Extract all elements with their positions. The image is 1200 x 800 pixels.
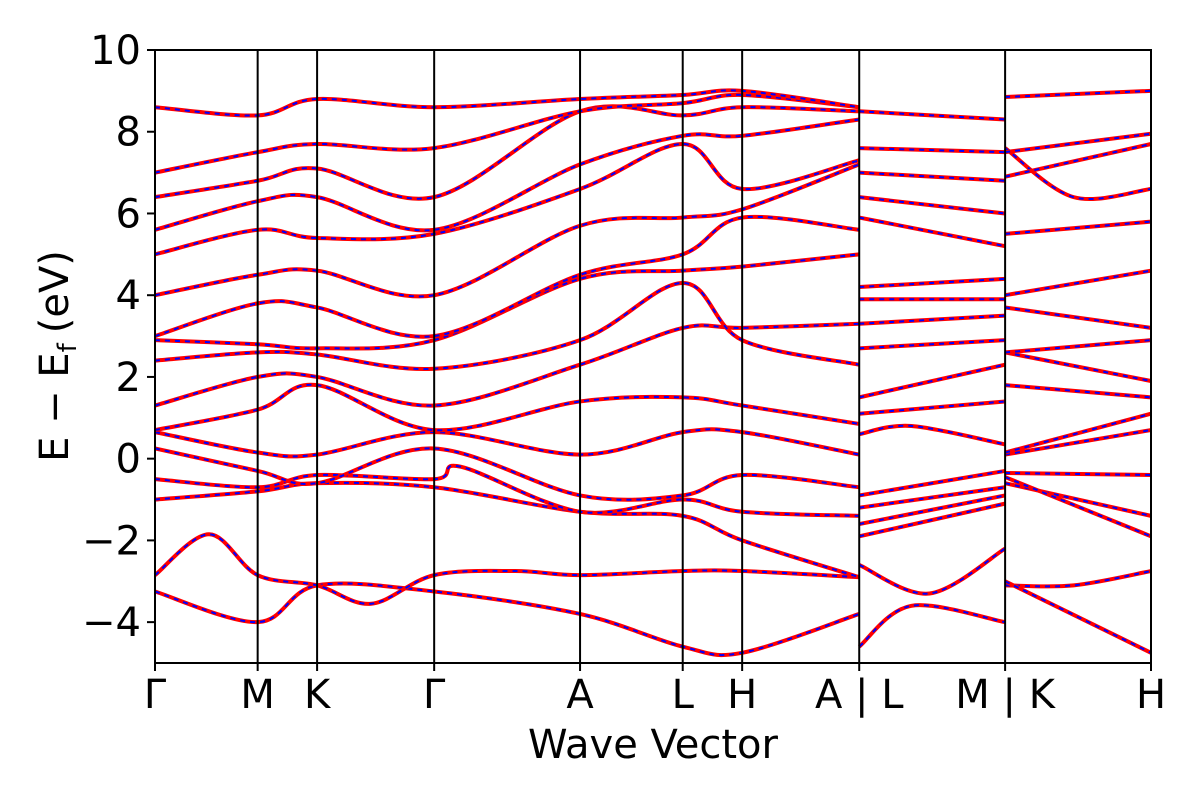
x-tick-label: Γ (144, 672, 167, 718)
band-overlay-46 (1004, 269, 1152, 297)
y-tick-label: 2 (116, 355, 141, 401)
band-overlay-19 (859, 502, 1006, 538)
band-10 (154, 214, 860, 339)
x-tick-label: H (727, 672, 757, 718)
band-overlay-45 (1004, 306, 1152, 329)
x-tick-label: M | K (955, 672, 1056, 718)
band-18 (858, 546, 1007, 596)
band-overlay-14 (154, 105, 860, 200)
band-overlay-30 (859, 216, 1006, 248)
y-tick-label: 6 (116, 191, 141, 237)
band-overlay-40 (1004, 429, 1152, 456)
band-41 (1004, 411, 1152, 455)
band-overlay-4 (154, 447, 860, 501)
band-overlay-51 (1004, 132, 1152, 154)
kpoint-lines (256, 50, 1007, 663)
band-35 (1005, 569, 1152, 589)
band-overlay-48 (1004, 147, 1152, 200)
band-overlay-27 (859, 314, 1006, 325)
band-overlay-49 (1004, 143, 1152, 178)
y-tick-label: 10 (90, 28, 141, 74)
band-overlay-34 (859, 110, 1006, 121)
band-overlay-42 (1005, 384, 1152, 399)
band-overlay-2 (154, 481, 860, 579)
band-overlay-31 (859, 196, 1006, 215)
band-overlay-47 (1005, 220, 1152, 235)
band-overlay-13 (154, 118, 860, 232)
band-overlay-6 (154, 383, 860, 432)
band-overlay-36 (1004, 580, 1152, 654)
band-overlay-16 (154, 89, 860, 117)
band-overlay-8 (154, 281, 860, 371)
y-axis-label: E − Ef (eV) (32, 250, 83, 462)
x-tick-label: L (672, 672, 695, 718)
x-axis-label: Wave Vector (528, 722, 779, 768)
band-overlay-33 (859, 147, 1006, 154)
x-tick-label: A | L (815, 672, 904, 718)
y-tick-label: 0 (116, 437, 141, 483)
band-overlay-32 (859, 171, 1006, 182)
x-tick-label: M (240, 672, 275, 718)
x-tick-label: K (304, 672, 332, 718)
y-tick-label: 8 (116, 110, 141, 156)
y-tick-label: 4 (116, 273, 141, 319)
band-overlay-38 (1004, 476, 1152, 538)
band-overlay-7 (154, 322, 860, 407)
band-overlay-17 (858, 604, 1006, 648)
band-overlay-50 (1005, 89, 1152, 98)
band-overlay-24 (859, 400, 1006, 415)
band-overlay-3 (154, 464, 860, 517)
band-overlay-22 (859, 469, 1006, 497)
band-overlay-23 (859, 424, 1006, 446)
y-tick-label: −4 (82, 600, 141, 646)
y-axis-label-sub: f (53, 342, 83, 352)
bands-group (153, 88, 1152, 658)
x-tick-label: H (1136, 672, 1166, 718)
band-overlay-25 (859, 363, 1006, 399)
y-tick-label: −2 (82, 518, 141, 564)
band-overlay-44 (1005, 339, 1152, 354)
band-overlay-12 (154, 142, 860, 256)
band-overlay-21 (859, 486, 1006, 509)
x-tick-label: A (566, 672, 594, 718)
x-tick-label: Γ (423, 672, 446, 718)
band-overlay-39 (1005, 471, 1152, 477)
band-overlay-43 (1004, 351, 1152, 383)
plot-frame (154, 49, 1152, 664)
band-overlay-20 (859, 494, 1006, 526)
band-overlay-15 (154, 93, 860, 174)
band-overlay-26 (859, 339, 1006, 350)
band-1 (153, 532, 860, 606)
y-axis-label-unit: (eV) (32, 250, 78, 333)
band-overlay-5 (154, 428, 860, 458)
y-axis-label-main: E − E (32, 352, 78, 462)
band-overlay-29 (859, 277, 1006, 289)
y-ticks: −4 −2 0 2 4 6 8 10 (82, 28, 155, 646)
